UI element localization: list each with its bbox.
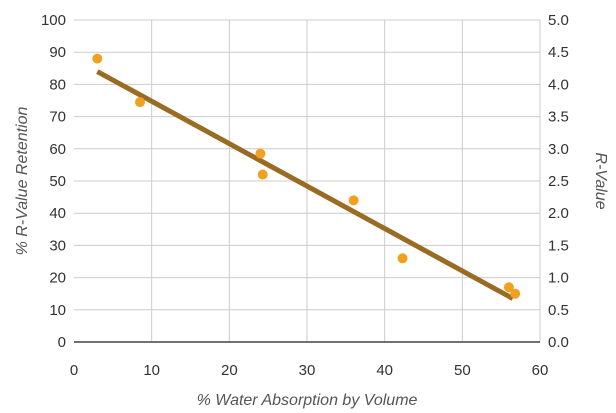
x-tick-label-6: 60: [532, 362, 549, 379]
grid-lines: [74, 19, 541, 343]
x-tick-label-2: 20: [221, 362, 238, 379]
y-tick-label-6: 60: [49, 141, 66, 158]
y2-tick-label-6: 3.0: [548, 141, 569, 158]
trendline: [96, 69, 515, 301]
y-tick-label-2: 20: [49, 270, 66, 287]
data-points: [92, 53, 521, 299]
y-tick-label-9: 90: [49, 44, 66, 61]
data-point-5: [397, 253, 408, 264]
y-axis-title: % R-Value Retention: [14, 106, 31, 255]
y2-tick-label-4: 2.0: [548, 205, 569, 222]
y2-tick-label-5: 2.5: [548, 173, 569, 190]
y-axis-ticks: 0 10 20 30 40 50 60 70 80 90 100: [41, 12, 66, 351]
data-point-6: [503, 282, 514, 293]
y-tick-label-1: 10: [49, 302, 66, 319]
y2-tick-label-8: 4.0: [548, 76, 569, 93]
y2-axis-ticks: 0.0 0.5 1.0 1.5 2.0 2.5 3.0 3.5 4.0 4.5 5.0: [548, 12, 569, 351]
y-tick-label-4: 40: [49, 205, 66, 222]
x-tick-label-3: 30: [299, 362, 316, 379]
x-tick-label-5: 50: [454, 362, 471, 379]
y-tick-label-5: 50: [49, 173, 66, 190]
y-tick-label-7: 70: [49, 109, 66, 126]
y-tick-label-0: 0: [58, 334, 66, 351]
y2-axis-title: R-Value: [592, 152, 609, 209]
y2-tick-label-3: 1.5: [548, 237, 569, 254]
data-point-3: [257, 169, 268, 180]
y-tick-label-10: 100: [41, 12, 66, 29]
y2-tick-label-2: 1.0: [548, 270, 569, 287]
data-point-0: [92, 53, 103, 64]
y2-tick-label-7: 3.5: [548, 109, 569, 126]
x-axis-ticks: 0 10 20 30 40 50 60: [70, 362, 549, 379]
y-tick-label-8: 80: [49, 76, 66, 93]
data-point-4: [348, 195, 359, 206]
y2-tick-label-10: 5.0: [548, 12, 569, 29]
x-tick-label-1: 10: [143, 362, 160, 379]
x-tick-label-0: 0: [70, 362, 78, 379]
x-axis-title: % Water Absorption by Volume: [197, 392, 418, 409]
data-point-7: [510, 288, 521, 299]
y2-tick-label-1: 0.5: [548, 302, 569, 319]
y2-tick-label-9: 4.5: [548, 44, 569, 61]
x-tick-label-4: 40: [376, 362, 393, 379]
data-point-2: [255, 148, 266, 159]
y-tick-label-3: 30: [49, 237, 66, 254]
y2-tick-label-0: 0.0: [548, 334, 569, 351]
data-point-1: [135, 97, 146, 108]
